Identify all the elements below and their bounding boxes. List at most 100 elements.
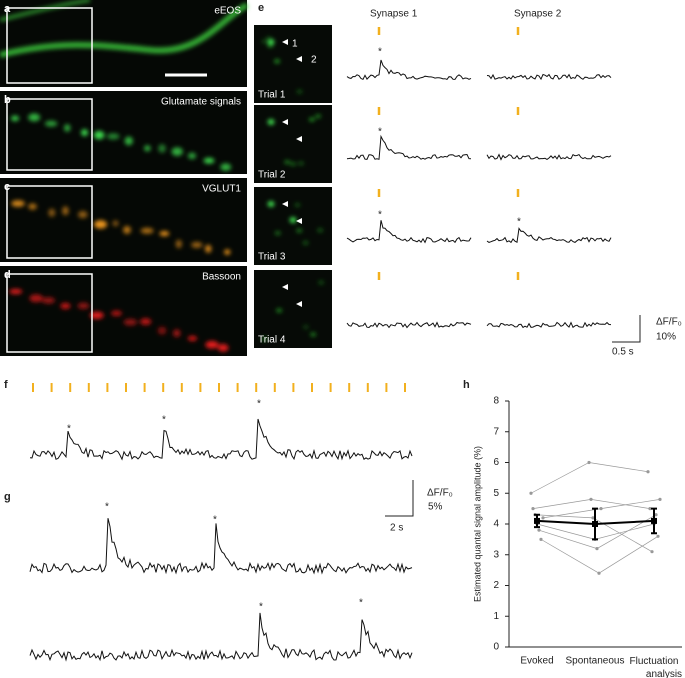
asterisk: *: [67, 424, 71, 435]
punctum: [284, 160, 291, 165]
panel-label: d: [4, 269, 11, 281]
individual-point: [656, 534, 660, 538]
punctum: [157, 326, 167, 335]
punctum: [159, 231, 170, 237]
signal: [10, 113, 232, 171]
individual-point: [531, 507, 535, 511]
signal: [267, 114, 322, 167]
arrowhead: [296, 218, 302, 224]
punctum: [110, 310, 123, 317]
roi-box: [6, 98, 93, 171]
signal: [9, 288, 229, 352]
panel-label: b: [4, 94, 11, 106]
punctum: [77, 302, 90, 310]
punctum: [10, 115, 20, 122]
punctum: [205, 340, 219, 349]
panel-label: h: [463, 379, 470, 391]
panel-label: a: [4, 3, 11, 15]
arrowhead: [296, 136, 302, 142]
scale-bar: [385, 480, 414, 517]
punctum: [191, 241, 203, 248]
arrowhead: [282, 284, 288, 290]
individual-point: [599, 507, 603, 511]
punctum: [217, 343, 229, 352]
punctum: [290, 162, 297, 167]
trace: [486, 73, 612, 81]
punctum: [175, 239, 182, 249]
roi-marker: 1: [292, 39, 298, 50]
punctum: [171, 147, 183, 156]
y-tick-label: 7: [493, 426, 499, 437]
punctum: [267, 39, 275, 45]
punctum: [187, 335, 198, 342]
punctum: [41, 297, 56, 304]
scale-label: 5%: [428, 502, 443, 513]
punctum: [276, 308, 283, 313]
punctum: [267, 119, 275, 125]
punctum: [60, 302, 71, 310]
traces: * * * * * * * * * * *: [29, 27, 612, 662]
trial-label: Trial 4: [258, 335, 286, 346]
individual-point: [541, 516, 545, 520]
asterisk: *: [378, 127, 382, 138]
punctum: [89, 311, 104, 320]
micrograph: [0, 0, 247, 87]
signal: [267, 201, 324, 245]
trace: [346, 59, 472, 81]
punctum: [317, 228, 324, 233]
asterisk: *: [257, 399, 261, 410]
roi-box: [6, 273, 93, 353]
panel-title: Glutamate signals: [161, 97, 241, 108]
punctum: [205, 244, 212, 253]
trace: [486, 321, 612, 329]
roi-marker: 2: [311, 55, 317, 66]
punctum: [112, 220, 119, 227]
punctum: [158, 144, 166, 153]
punctum: [9, 288, 23, 295]
punctum: [140, 318, 152, 326]
individual-point: [537, 528, 541, 532]
punctum: [267, 201, 275, 207]
punctum: [302, 240, 309, 245]
asterisk: *: [105, 502, 109, 513]
asterisk: *: [378, 47, 382, 58]
y-axis-label: Estimated quantal signal amplitude (%): [472, 446, 482, 602]
punctum: [77, 210, 88, 219]
trace: [29, 518, 413, 575]
asterisk: *: [162, 415, 166, 426]
individual-point: [650, 550, 654, 554]
asterisk: *: [259, 602, 263, 613]
punctum: [48, 208, 56, 217]
punctum: [302, 325, 309, 330]
x-tick-label: Spontaneous: [566, 656, 625, 667]
arrowhead: [282, 201, 288, 207]
y-tick-label: 4: [493, 519, 499, 530]
panel-label: c: [4, 181, 10, 193]
y-tick-label: 0: [493, 642, 499, 653]
panel-title: VGLUT1: [202, 184, 241, 195]
y-tick-label: 8: [493, 396, 499, 407]
individual-point: [595, 547, 599, 551]
individual-point: [587, 460, 591, 465]
trace: [486, 227, 612, 244]
punctum: [28, 203, 37, 210]
scale-label: ΔF/F₀: [427, 488, 453, 499]
column-label: Synapse 2: [514, 9, 562, 20]
individual-point: [654, 513, 658, 517]
punctum: [62, 206, 69, 216]
punctum: [224, 249, 231, 255]
asterisk: *: [213, 515, 217, 526]
punctum: [123, 225, 131, 234]
individual-line: [540, 536, 659, 574]
signal: [11, 200, 231, 255]
punctum: [106, 133, 120, 140]
dendrite: [0, 2, 249, 58]
panel-title: eEOS: [214, 6, 241, 17]
panel-label: g: [4, 491, 11, 503]
punctum: [298, 161, 305, 166]
x-tick-label: Fluctuation analysis: [630, 656, 683, 678]
individual-point: [597, 571, 601, 575]
punctum: [296, 89, 303, 94]
punctum: [144, 145, 151, 152]
